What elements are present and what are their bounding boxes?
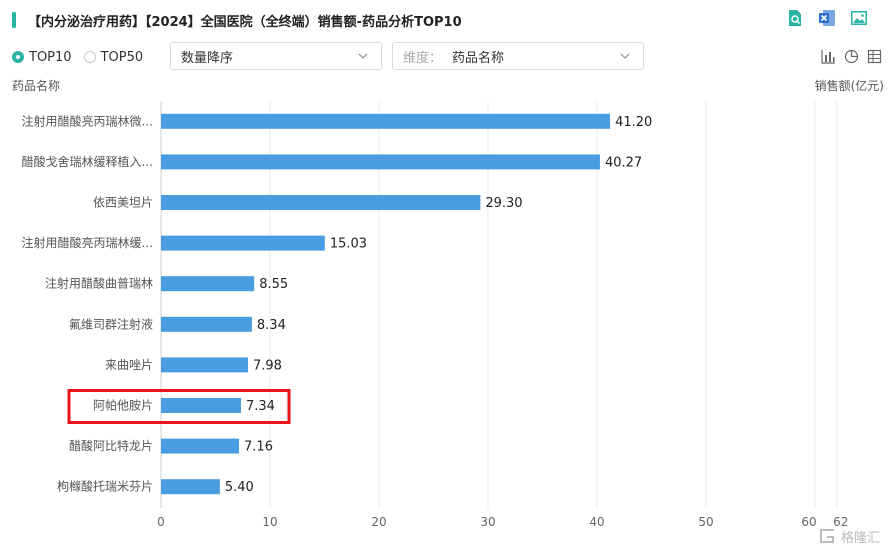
bar [161, 398, 242, 413]
y-category-label: 来曲唑片 [105, 358, 153, 372]
radio-unchecked-icon [83, 51, 96, 63]
bar-value-label: 29.30 [485, 196, 522, 211]
dimension-prefix: 维度： [403, 50, 443, 66]
excel-export-icon[interactable] [818, 9, 836, 27]
table-icon[interactable] [867, 49, 882, 64]
x-tick-label: 0 [157, 515, 165, 529]
search-doc-icon[interactable] [786, 9, 804, 27]
watermark-text: 格隆汇 [840, 530, 880, 546]
sort-select[interactable]: 数量降序 [170, 42, 382, 70]
bar-chart-icon[interactable] [821, 49, 836, 64]
x-tick-label: 20 [371, 515, 386, 529]
radio-checked-icon [12, 51, 24, 63]
y-category-label: 注射用醋酸曲普瑞林 [45, 276, 153, 291]
x-tick-label: 40 [589, 515, 604, 529]
bar [161, 235, 325, 251]
chart-header: 【内分泌治疗用药】【2024】全国医院（全终端）销售额-药品分析TOP10 [12, 10, 462, 30]
x-tick-label: 62 [833, 515, 848, 529]
chart-title: 【内分泌治疗用药】【2024】全国医院（全终端）销售额-药品分析TOP10 [28, 14, 462, 30]
watermark-logo-icon [819, 529, 834, 543]
chevron-down-icon [358, 53, 368, 59]
y-category-label: 醋酸阿比特龙片 [69, 438, 153, 453]
bar-value-label: 7.98 [253, 358, 282, 373]
export-toolbar [786, 9, 868, 27]
y-category-label: 氟维司群注射液 [69, 316, 153, 331]
radio-top50-label: TOP50 [100, 49, 144, 65]
y-category-label: 依西美坦片 [93, 195, 153, 210]
pie-chart-icon[interactable] [844, 49, 859, 64]
y-category-label: 醋酸戈舍瑞林缓释植入... [22, 154, 153, 169]
y-category-label: 枸橼酸托瑞米芬片 [57, 479, 153, 494]
bar-value-label: 7.34 [246, 399, 275, 414]
bar [161, 479, 220, 495]
bar [161, 316, 252, 332]
bar [161, 357, 248, 373]
dimension-select-value: 药品名称 [452, 50, 505, 66]
y-category-label: 注射用醋酸亮丙瑞林微... [22, 113, 153, 128]
x-tick-label: 30 [480, 515, 495, 529]
x-tick-label: 60 [801, 515, 816, 529]
bar-value-label: 8.55 [259, 277, 288, 292]
bar [161, 438, 240, 454]
top-n-radio-group: TOP10 TOP50 [12, 42, 155, 72]
dimension-select[interactable]: 维度： 药品名称 [392, 42, 644, 70]
radio-top10-label: TOP10 [29, 49, 72, 65]
image-export-icon[interactable] [850, 9, 868, 27]
bar [161, 276, 255, 292]
bar [161, 154, 600, 170]
sort-select-value: 数量降序 [181, 50, 234, 66]
radio-top10[interactable]: TOP10 [12, 50, 72, 65]
bar-value-label: 7.16 [244, 440, 273, 455]
x-axis-title: 销售额(亿元) [814, 79, 884, 93]
title-accent-bar [12, 12, 16, 28]
y-category-label: 阿帕他胺片 [93, 398, 153, 413]
x-tick-label: 10 [262, 515, 277, 529]
chevron-down-icon [620, 53, 630, 59]
bar-value-label: 5.40 [225, 480, 254, 495]
y-category-label: 注射用醋酸亮丙瑞林缓... [22, 235, 153, 250]
bar [161, 113, 611, 129]
bar [161, 195, 481, 210]
y-axis-title: 药品名称 [12, 79, 61, 93]
bar-value-label: 15.03 [330, 237, 367, 252]
radio-top50[interactable]: TOP50 [83, 49, 144, 65]
x-tick-label: 50 [698, 515, 713, 529]
view-switcher [821, 49, 882, 64]
bar-value-label: 8.34 [257, 318, 286, 333]
bar-value-label: 41.20 [615, 115, 652, 130]
watermark: 格隆汇 [817, 526, 880, 546]
bar-value-label: 40.27 [605, 155, 642, 170]
highlight-box [67, 389, 291, 424]
